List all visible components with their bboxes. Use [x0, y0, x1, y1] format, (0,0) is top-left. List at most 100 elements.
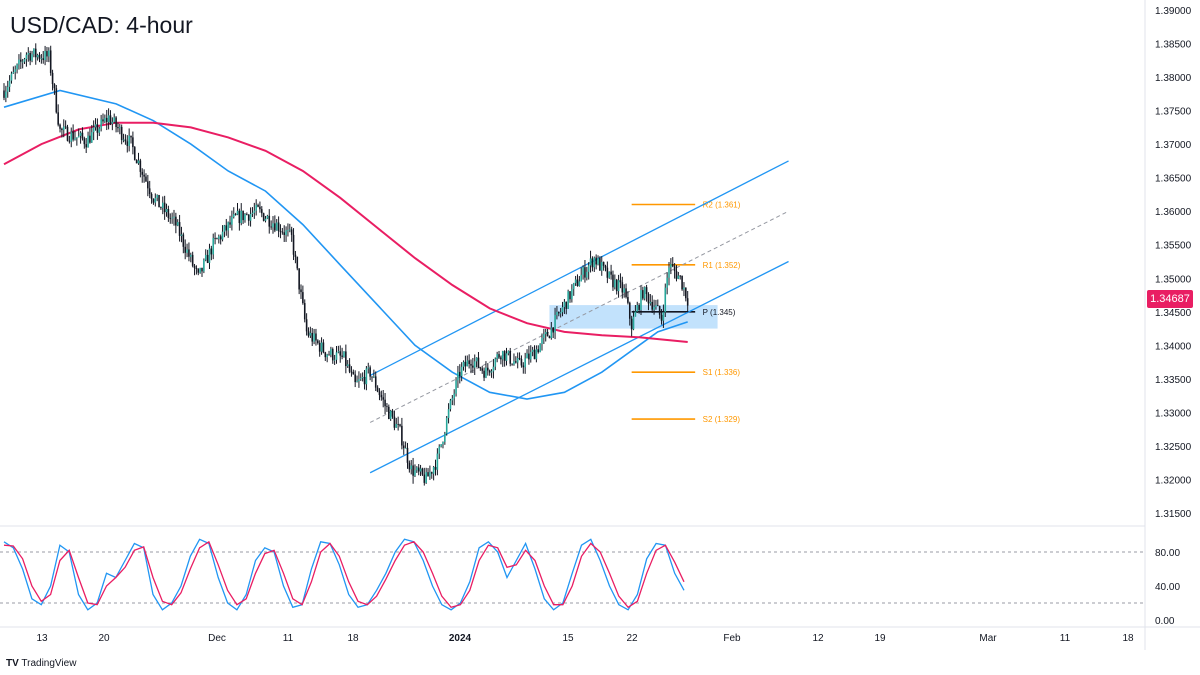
candle-body — [434, 467, 437, 470]
candle-body — [645, 287, 648, 295]
candle-body — [119, 126, 121, 129]
candle-body — [303, 303, 306, 320]
candle-body — [556, 311, 558, 315]
candle-body — [113, 117, 116, 122]
candle-body — [148, 188, 151, 194]
time-tick-label: 22 — [626, 633, 638, 644]
candle-body — [236, 210, 239, 215]
candle-body — [584, 267, 586, 278]
candle-body — [395, 423, 398, 428]
candle-body — [260, 209, 263, 214]
candle-body — [132, 137, 134, 148]
candle-body — [46, 51, 48, 57]
candle-body — [642, 290, 644, 299]
candle-body — [122, 139, 125, 141]
candle-body — [404, 447, 407, 449]
candle-body — [115, 117, 117, 128]
candle-body — [662, 312, 665, 321]
time-tick-label: 18 — [347, 633, 359, 644]
candle-body — [29, 53, 31, 61]
candle-body — [604, 265, 607, 268]
candle-body — [190, 254, 192, 257]
candle-body — [430, 472, 433, 474]
candle-body — [12, 72, 15, 74]
trend-channel — [369, 160, 789, 474]
candle-body — [561, 307, 564, 313]
candle-body — [124, 139, 127, 142]
candle-body — [231, 216, 233, 225]
candle-body — [423, 474, 426, 483]
price-tick-label: 1.35000 — [1155, 274, 1192, 285]
candle-body — [658, 306, 661, 315]
candle-body — [335, 352, 338, 360]
candle-body — [391, 410, 394, 417]
candle-body — [683, 287, 685, 290]
candle-body — [274, 223, 276, 231]
price-tick-label: 1.36000 — [1155, 207, 1192, 218]
candle-body — [393, 416, 396, 428]
candle-body — [44, 51, 46, 61]
candle-body — [72, 131, 74, 140]
candle-body — [328, 354, 330, 356]
candle-body — [96, 124, 99, 133]
price-axis: 1.39000 1.38500 1.38000 1.37500 1.37000 1.365… — [1155, 6, 1192, 520]
candle-body — [191, 254, 194, 266]
candle-body — [77, 135, 80, 138]
candle-body — [294, 254, 297, 257]
candle-body — [214, 238, 216, 239]
candle-body — [487, 367, 489, 371]
candle-body — [143, 174, 145, 177]
price-tick-label: 1.34500 — [1155, 308, 1192, 319]
candle-body — [21, 61, 24, 63]
candle-body — [309, 332, 312, 336]
pivot-label: R1 (1.352) — [703, 261, 741, 270]
candle-body — [42, 58, 45, 61]
candle-body — [470, 363, 472, 366]
candle-body — [102, 119, 104, 122]
candle-body — [444, 433, 446, 442]
candle-body — [23, 59, 26, 62]
candle-body — [317, 340, 319, 343]
candle-body — [59, 124, 61, 129]
candle-body — [453, 393, 455, 399]
candle-body — [612, 274, 614, 288]
candle-body — [150, 193, 153, 199]
candle-body — [384, 399, 386, 407]
candle-body — [475, 357, 478, 362]
stoch-d-line — [3, 540, 685, 609]
candle-body — [610, 271, 612, 275]
candle-body — [634, 311, 637, 317]
time-tick-label: 2024 — [449, 633, 472, 644]
candle-body — [105, 117, 108, 123]
candle-body — [606, 267, 609, 278]
candle-body — [311, 332, 314, 342]
candle-body — [201, 267, 203, 272]
candle-body — [619, 280, 622, 283]
candle-body — [546, 332, 549, 337]
candle-body — [599, 258, 601, 271]
candle-body — [380, 395, 383, 398]
time-tick-label: 12 — [812, 633, 824, 644]
candle-body — [677, 275, 680, 279]
candle-body — [388, 406, 390, 420]
candle-body — [339, 351, 342, 356]
price-tick-label: 1.34000 — [1155, 341, 1192, 352]
candle-body — [167, 208, 170, 218]
candle-body — [518, 357, 521, 359]
candle-body — [20, 59, 22, 62]
candle-body — [520, 358, 523, 366]
candle-body — [287, 229, 289, 231]
pivot-levels: R2 (1.361) R1 (1.352) P (1.345) S1 (1.336) S… — [631, 200, 741, 424]
price-tick-label: 1.38000 — [1155, 73, 1192, 84]
candle-body — [193, 265, 196, 269]
candle-body — [458, 371, 461, 377]
time-tick-label: 20 — [98, 633, 110, 644]
candle-body — [195, 268, 198, 270]
candle-body — [350, 371, 353, 373]
candle-body — [399, 424, 401, 426]
stoch-tick-label: 80.00 — [1155, 548, 1180, 559]
candle-body — [169, 217, 172, 219]
time-tick-label: 19 — [874, 633, 886, 644]
candle-body — [61, 128, 63, 131]
